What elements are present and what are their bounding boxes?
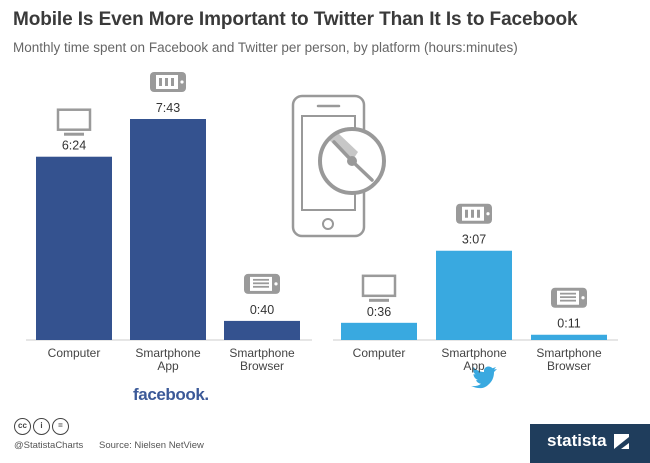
smartphone-app-icon (456, 203, 492, 224)
chart-title: Mobile Is Even More Important to Twitter… (13, 9, 578, 30)
bar-value-label: 3:07 (462, 233, 486, 247)
twitter-handle: @StatistaCharts (14, 440, 84, 451)
cc-license-icon: cc (14, 418, 31, 435)
bar (436, 250, 512, 340)
bar-value-label: 7:43 (156, 101, 180, 115)
category-label: Computer (353, 346, 406, 360)
source-note: Source: Nielsen NetView (99, 440, 204, 451)
category-label: Browser (240, 359, 284, 373)
smartphone-browser-icon (551, 287, 587, 308)
attribution-icon: i (33, 418, 50, 435)
twitter-bird-icon (471, 366, 497, 389)
category-label: Smartphone (536, 346, 602, 360)
bar-value-label: 0:36 (367, 305, 391, 319)
chart-subtitle: Monthly time spent on Facebook and Twitt… (13, 40, 518, 55)
smartphone-browser-icon (244, 273, 280, 294)
category-label: Smartphone (441, 346, 507, 360)
category-label: Computer (48, 346, 101, 360)
bar (130, 119, 206, 340)
category-label: Smartphone (229, 346, 295, 360)
statista-brand-box (530, 424, 650, 463)
bar-value-label: 6:24 (62, 139, 86, 153)
computer-icon (361, 274, 397, 302)
bar (36, 156, 112, 340)
no-derivatives-icon: = (52, 418, 69, 435)
chart-canvas: 6:24Computer7:43SmartphoneApp0:40Smartph… (26, 72, 618, 389)
category-label: Browser (547, 359, 591, 373)
category-label: Smartphone (135, 346, 201, 360)
category-label: App (463, 359, 485, 373)
computer-icon (56, 108, 92, 136)
smartphone-app-icon (150, 72, 186, 92)
facebook-logo: facebook. (133, 385, 209, 404)
bar-value-label: 0:40 (250, 303, 274, 317)
bar (224, 320, 300, 340)
statista-logo-icon (614, 434, 629, 449)
bar-value-label: 0:11 (557, 317, 580, 331)
phone-clock-icon (291, 94, 386, 238)
statista-logo-text: statista (547, 431, 607, 450)
bar (341, 322, 417, 340)
bar (531, 334, 607, 340)
category-label: App (157, 359, 179, 373)
